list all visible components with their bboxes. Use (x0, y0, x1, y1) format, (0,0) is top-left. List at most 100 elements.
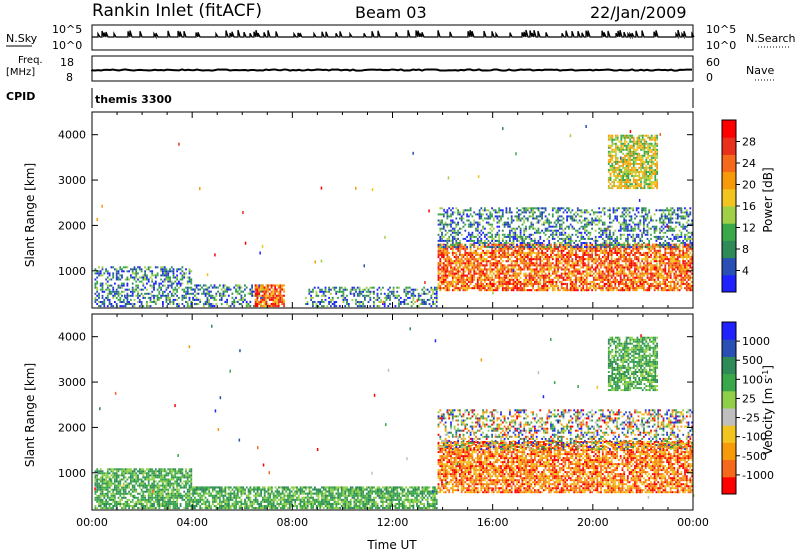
echo-cell (130, 294, 132, 297)
echo-cell (530, 215, 533, 218)
echo-cell (676, 246, 679, 249)
echo-cell (644, 289, 647, 292)
echo-cell (584, 225, 586, 228)
echo-cell (626, 223, 629, 226)
echo-cell (680, 233, 683, 236)
echo-cell (664, 264, 667, 267)
echo-cell (659, 256, 661, 259)
echo-cell (94, 296, 97, 299)
echo-cell (453, 274, 456, 277)
echo-cell (121, 270, 123, 273)
echo-cell (480, 272, 483, 275)
echo-cell (526, 251, 529, 254)
echo-cell (523, 285, 526, 288)
echo-cell (555, 272, 558, 275)
echo-cell (676, 221, 679, 224)
echo-cell (537, 264, 540, 267)
echo-cell (644, 217, 647, 220)
echo-cell (457, 229, 459, 232)
echo-cell (126, 270, 129, 273)
echo-cell (668, 258, 670, 261)
echo-cell (648, 239, 651, 242)
echo-cell (521, 243, 524, 246)
echo-cell (186, 292, 189, 295)
echo-cell (322, 290, 325, 293)
echo-cell (437, 266, 440, 269)
echo-cell (628, 247, 631, 250)
echo-cell (614, 266, 617, 269)
echo-cell (564, 237, 567, 240)
echo-cell (560, 258, 563, 261)
echo-cell (494, 266, 497, 269)
echo-cell (509, 280, 511, 283)
echo-cell (562, 256, 565, 259)
echo-cell (560, 231, 563, 234)
echo-cell (566, 235, 568, 238)
echo-cell (407, 290, 409, 293)
echo-cell (178, 305, 180, 308)
echo-cell (473, 211, 476, 214)
echo-cell (383, 292, 386, 295)
echo-cell (675, 249, 677, 252)
echo-cell (478, 215, 481, 218)
echo-cell (635, 274, 638, 277)
echo-cell (614, 239, 617, 242)
echo-cell (459, 211, 461, 214)
echo-cell (580, 209, 583, 212)
echo-cell (543, 289, 545, 292)
echo-cell (541, 211, 543, 214)
echo-cell (500, 246, 502, 249)
echo-cell (678, 209, 681, 212)
echo-cell (601, 251, 604, 254)
echo-cell (632, 287, 635, 290)
echo-cell (523, 229, 526, 232)
echo-cell (550, 251, 552, 254)
echo-cell (643, 287, 645, 290)
echo-cell (594, 217, 597, 220)
echo-cell (437, 213, 440, 216)
echo-cell (491, 258, 493, 261)
echo-cell (589, 287, 592, 290)
echo-cell (641, 274, 643, 277)
echo-cell (555, 282, 558, 285)
echo-cell (475, 285, 477, 288)
echo-cell (467, 287, 470, 290)
echo-cell (669, 285, 672, 288)
echo-cell (206, 288, 209, 291)
echo-cell (651, 225, 654, 228)
echo-cell (247, 305, 250, 308)
echo-cell (534, 274, 536, 277)
echo-cell (441, 280, 443, 283)
echo-cell (467, 272, 470, 275)
echo-cell (523, 264, 526, 267)
echo-cell (571, 225, 574, 228)
echo-cell (684, 262, 686, 265)
echo-cell (509, 278, 511, 281)
echo-cell (580, 276, 583, 279)
echo-cell (687, 249, 690, 252)
echo-cell (283, 300, 285, 303)
echo-cell (639, 219, 642, 222)
echo-cell (135, 294, 138, 297)
echo-cell (254, 292, 257, 295)
echo-cell (380, 301, 382, 303)
echo-cell (276, 288, 278, 291)
echo-cell (442, 280, 445, 283)
echo-cell (147, 280, 150, 283)
echo-cell (541, 223, 543, 226)
echo-cell (664, 247, 667, 250)
echo-cell (535, 251, 538, 254)
echo-cell (335, 286, 338, 289)
echo-cell (675, 225, 677, 228)
echo-cell (475, 258, 477, 261)
echo-cell (655, 249, 658, 252)
echo-cell (496, 285, 499, 288)
echo-cell (575, 249, 577, 252)
echo-cell (147, 305, 150, 308)
echo-cell (643, 266, 645, 269)
echo-cell (641, 287, 643, 290)
echo-cell (277, 292, 280, 295)
echo-cell (675, 262, 677, 265)
echo-cell (630, 207, 633, 210)
echo-cell (162, 305, 164, 308)
